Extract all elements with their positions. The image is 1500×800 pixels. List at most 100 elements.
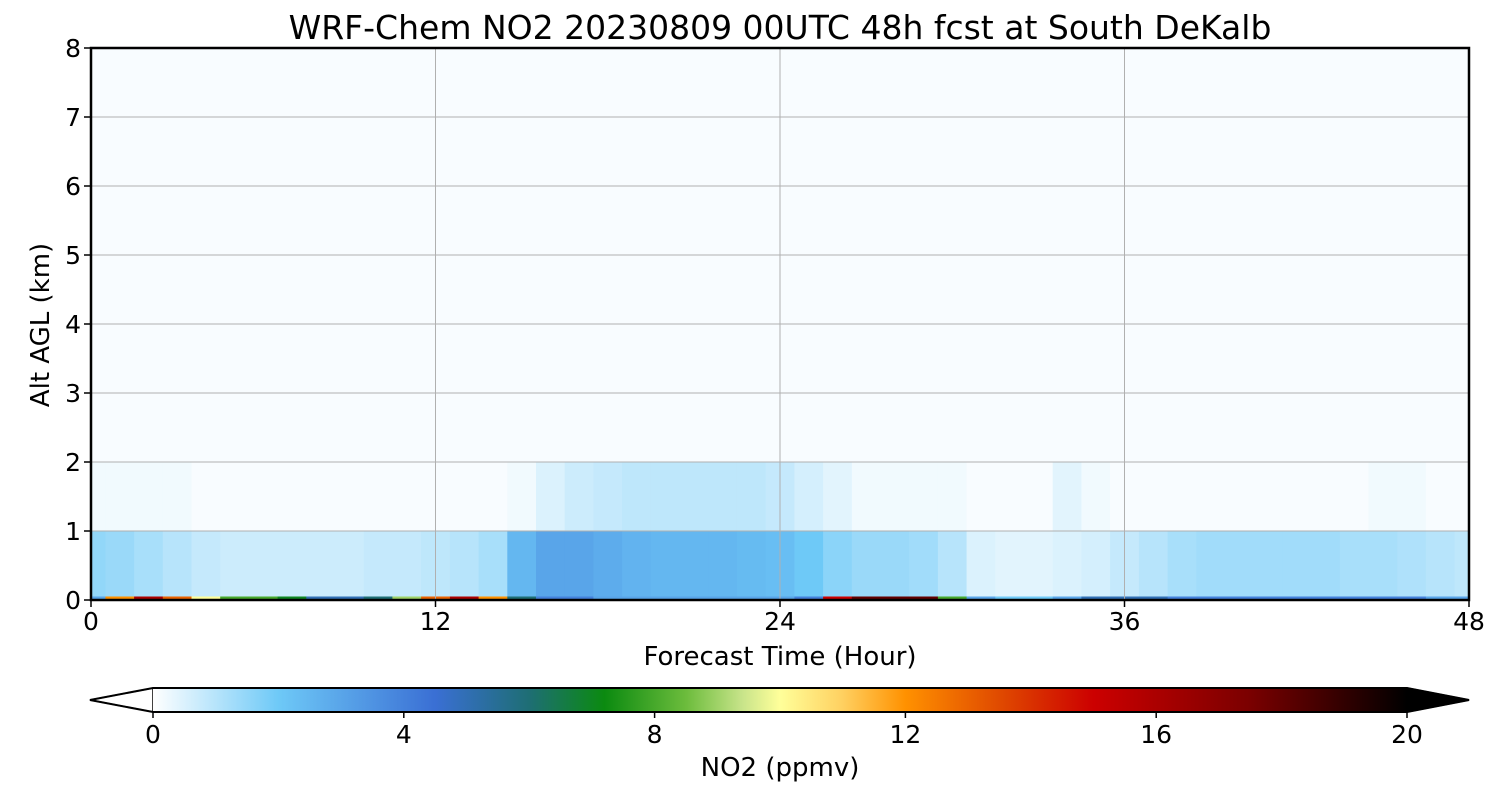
heat-cell xyxy=(909,596,939,600)
heat-cell xyxy=(1339,596,1370,600)
heat-cell xyxy=(1282,596,1312,600)
heat-cell xyxy=(1196,462,1226,531)
heat-cell xyxy=(650,596,681,600)
heat-cell xyxy=(536,462,566,531)
heat-cell xyxy=(91,462,106,531)
heat-cell xyxy=(507,596,537,600)
heat-cell xyxy=(105,596,135,600)
heat-cell xyxy=(1052,596,1082,600)
heat-cell xyxy=(1081,596,1111,600)
colorbar-min-extend xyxy=(89,687,154,713)
heat-cell xyxy=(1225,462,1255,531)
heat-cell xyxy=(851,596,882,600)
x-tick-label: 36 xyxy=(1109,607,1141,636)
heat-cell xyxy=(1282,531,1312,597)
heat-cell xyxy=(937,462,968,531)
heat-cell xyxy=(363,462,393,531)
heat-cell xyxy=(708,531,738,597)
heat-cell xyxy=(191,531,221,597)
heat-cell xyxy=(105,462,135,531)
heat-cell xyxy=(622,531,652,597)
colorbar-tick-label: 20 xyxy=(1391,720,1423,749)
y-tick-label: 0 xyxy=(65,586,81,615)
heat-cell xyxy=(1311,531,1341,597)
heat-cell xyxy=(1339,531,1370,597)
heat-cell xyxy=(1425,596,1456,600)
y-tick-label: 5 xyxy=(65,241,81,270)
heat-cell xyxy=(91,596,106,600)
heat-cell xyxy=(1167,462,1197,531)
heat-cell xyxy=(1225,596,1255,600)
heat-cell xyxy=(622,596,652,600)
heat-cell xyxy=(736,462,767,531)
y-axis-label: Alt AGL (km) xyxy=(26,243,56,407)
heat-cell xyxy=(1397,596,1427,600)
heat-cell xyxy=(1167,531,1197,597)
heat-cell xyxy=(134,596,164,600)
heat-cell xyxy=(105,531,135,597)
heat-cell xyxy=(1339,462,1370,531)
heat-cell xyxy=(191,596,221,600)
heat-cell xyxy=(363,596,393,600)
heat-cell xyxy=(995,462,1025,531)
heat-cell xyxy=(708,596,738,600)
heat-cell xyxy=(966,596,996,600)
heat-cell xyxy=(1425,462,1456,531)
heat-cell xyxy=(1196,596,1226,600)
heat-cell xyxy=(593,596,623,600)
colorbar-tick-label: 8 xyxy=(647,720,663,749)
heat-cell xyxy=(1311,596,1341,600)
heat-cell xyxy=(679,462,709,531)
heat-cell xyxy=(536,596,566,600)
heat-cell xyxy=(91,531,106,597)
heat-cell xyxy=(449,531,480,597)
chart-title: WRF-Chem NO2 20230809 00UTC 48h fcst at … xyxy=(289,8,1272,47)
heat-cell xyxy=(1253,596,1283,600)
heat-cell xyxy=(880,596,910,600)
x-tick-label: 48 xyxy=(1453,607,1485,636)
heat-cell xyxy=(650,531,681,597)
heat-cell xyxy=(650,462,681,531)
y-tick-label: 1 xyxy=(65,517,81,546)
heat-cell xyxy=(708,462,738,531)
colorbar-tick-label: 0 xyxy=(145,720,161,749)
y-tick-label: 3 xyxy=(65,379,81,408)
heat-cell xyxy=(1454,596,1469,600)
colorbar-max-extend xyxy=(1406,687,1470,713)
heat-cell xyxy=(1138,596,1169,600)
heat-cell xyxy=(392,596,422,600)
x-tick-label: 12 xyxy=(420,607,452,636)
colorbar-tick-label: 16 xyxy=(1140,720,1172,749)
heat-cell xyxy=(162,462,193,531)
x-axis-ticks: 0 12 24 36 48 xyxy=(83,600,1485,636)
colorbar-label: NO2 (ppmv) xyxy=(701,753,860,783)
heat-cell xyxy=(966,531,996,597)
heat-cell xyxy=(823,531,853,597)
heat-cell xyxy=(248,531,279,597)
colorbar xyxy=(89,687,1470,713)
heat-cell xyxy=(1253,531,1283,597)
heat-cell xyxy=(306,462,336,531)
heat-cell xyxy=(966,462,996,531)
heat-cell xyxy=(449,462,480,531)
heat-cell xyxy=(134,531,164,597)
heat-cell xyxy=(995,596,1025,600)
x-tick-label: 0 xyxy=(83,607,99,636)
heat-cell xyxy=(1024,531,1054,597)
heat-cell xyxy=(306,531,336,597)
heat-cell xyxy=(564,462,594,531)
heat-cell xyxy=(536,531,566,597)
heat-cell xyxy=(1024,596,1054,600)
y-tick-label: 2 xyxy=(65,448,81,477)
heat-cell xyxy=(909,462,939,531)
heat-cell xyxy=(162,531,193,597)
heat-cell xyxy=(880,531,910,597)
heat-cell xyxy=(363,531,393,597)
heat-cell xyxy=(851,531,882,597)
heat-cell xyxy=(593,531,623,597)
heat-cell xyxy=(1167,596,1197,600)
heat-cell xyxy=(794,531,824,597)
heat-cell xyxy=(392,531,422,597)
heat-cell xyxy=(1138,531,1169,597)
heat-cell xyxy=(248,462,279,531)
